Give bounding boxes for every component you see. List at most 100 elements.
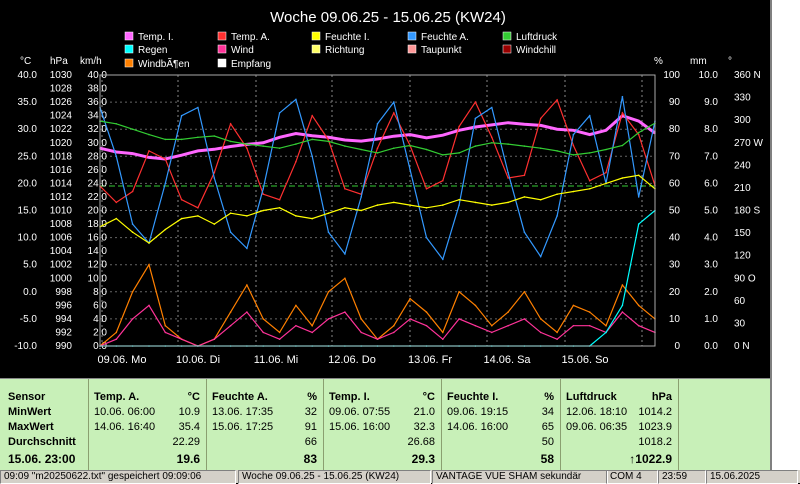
stats-col-col6: Luftdruck hPa 12.06. 18:10 1014.2 09.06. 06:… <box>560 379 679 471</box>
tick-kmh: 40.0 <box>88 70 108 81</box>
tick-mm: 2.0 <box>704 287 718 298</box>
data-point <box>425 148 428 151</box>
data-point <box>474 126 477 128</box>
right-pct-unit: % <box>654 56 663 67</box>
stats-min-label: MinWert <box>8 406 52 418</box>
x-axis-label: 13.06. Fr <box>408 354 452 366</box>
data-point <box>115 123 118 125</box>
data-point <box>278 112 281 114</box>
data-point <box>311 331 314 334</box>
data-point <box>148 150 150 152</box>
tick-temp: 35.0 <box>18 97 38 108</box>
data-point <box>327 212 330 214</box>
tick-deg: 360 N <box>734 70 761 81</box>
stats-col-title: Luftdruck <box>566 391 617 403</box>
data-point <box>213 171 216 174</box>
legend-swatch <box>124 58 134 68</box>
tick-mm: 3.0 <box>704 260 718 271</box>
data-point <box>621 311 624 313</box>
data-point <box>393 324 395 327</box>
data-point <box>360 140 363 142</box>
data-point <box>637 304 640 307</box>
status-save-info: 09:09 "m20250622.txt" gespeichert 09:09:… <box>0 470 236 484</box>
data-point <box>180 217 183 220</box>
data-point <box>523 196 526 198</box>
tick-mm: 10.0 <box>699 70 719 81</box>
tick-kmh: 28.0 <box>88 151 108 162</box>
data-point <box>491 204 493 206</box>
stats-avg-value: 50 <box>541 436 554 448</box>
data-point <box>164 182 167 185</box>
data-point <box>213 338 216 341</box>
stats-min-time: 09.06. 19:15 <box>447 406 509 418</box>
data-point <box>458 291 460 293</box>
tick-deg: 60 <box>734 296 746 307</box>
data-point <box>311 217 314 220</box>
data-point <box>474 304 477 307</box>
tick-kmh: 32.0 <box>88 124 108 135</box>
data-point <box>131 318 134 320</box>
status-port: COM 4 <box>606 470 658 484</box>
data-point <box>360 331 363 334</box>
data-point <box>425 188 428 190</box>
data-point <box>556 128 558 130</box>
data-point <box>164 324 167 327</box>
tick-kmh: 16.0 <box>88 233 108 244</box>
tick-hpa: 992 <box>55 327 72 338</box>
data-point <box>458 152 460 154</box>
right-mm-unit: mm <box>690 56 707 67</box>
stats-current-value: ↑1022.9 <box>629 452 672 466</box>
data-point <box>229 231 232 233</box>
data-point <box>605 148 607 151</box>
tick-hpa: 1030 <box>50 70 73 81</box>
data-point <box>507 121 509 124</box>
data-point <box>295 132 297 135</box>
tick-pct: 10 <box>669 314 681 325</box>
data-point <box>360 196 363 198</box>
data-point <box>621 284 624 286</box>
data-point <box>588 311 591 313</box>
data-point <box>344 145 346 147</box>
data-point <box>588 133 591 136</box>
stats-max-label: MaxWert <box>8 421 54 433</box>
stats-max-value: 65 <box>541 421 554 433</box>
statistics-panel: Sensor MinWert MaxWert Durchschnitt 15.0… <box>0 378 770 471</box>
tick-hpa: 1012 <box>50 192 73 203</box>
data-point <box>523 318 526 320</box>
tick-kmh: 38.0 <box>88 84 108 95</box>
tick-kmh: 20.0 <box>88 206 108 217</box>
tick-temp: 40.0 <box>18 70 38 81</box>
data-point <box>393 201 395 204</box>
stats-min-time: 09.06. 07:55 <box>329 406 391 418</box>
data-point <box>197 136 199 139</box>
stats-current-value: 58 <box>540 452 554 466</box>
data-point <box>621 304 624 307</box>
data-point <box>556 338 558 341</box>
data-point <box>376 204 379 206</box>
data-point <box>278 331 281 334</box>
tick-kmh: 34.0 <box>88 111 108 122</box>
stats-min-value: 21.0 <box>413 406 435 418</box>
stats-avg-value: 22.29 <box>172 436 200 448</box>
tick-kmh: 30.0 <box>88 138 108 149</box>
data-point <box>327 231 330 233</box>
tick-deg: 210 <box>734 183 751 194</box>
data-point <box>539 198 542 201</box>
tick-hpa: 1002 <box>50 260 73 271</box>
data-point <box>523 174 526 177</box>
data-point <box>344 207 346 209</box>
data-point <box>376 138 379 140</box>
data-point <box>572 129 575 132</box>
tick-kmh: 18.0 <box>88 219 108 230</box>
chart-title: Woche 09.06.25 - 15.06.25 (KW24) <box>270 9 506 26</box>
legend-label: Taupunkt <box>421 45 462 56</box>
data-point <box>229 140 232 143</box>
data-point <box>246 284 248 286</box>
data-point <box>262 193 265 195</box>
data-point <box>588 152 591 154</box>
data-point <box>425 311 428 313</box>
data-point <box>637 133 640 136</box>
right-panel <box>770 0 800 483</box>
data-point <box>523 291 526 293</box>
data-point <box>376 123 379 125</box>
